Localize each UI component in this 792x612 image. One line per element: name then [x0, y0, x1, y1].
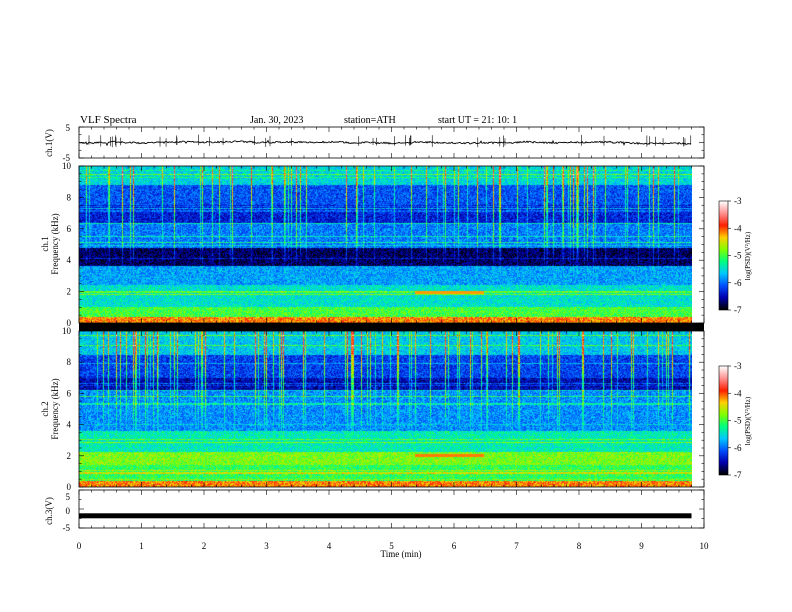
- ch1-waveform-panel: 5 -5 ch.1(V): [44, 123, 705, 163]
- ch1-spectrogram-panel: 0 2 4 6 8 10 ch.1 Frequency (kHz): [40, 161, 705, 328]
- ch2-colorbar: -3 -4 -5 -6 -7 log(PSD)(V²/Hz): [718, 361, 752, 480]
- frequency-tick-label: 8: [67, 357, 72, 367]
- colorbar-tick-label: -5: [734, 251, 742, 261]
- frequency-tick-label: 0: [67, 482, 72, 492]
- time-axis-tick-label: 9: [639, 541, 644, 551]
- ch1-ytick-top: 5: [66, 123, 71, 133]
- time-axis-tick-label: 1: [139, 541, 144, 551]
- ch1-waveform-trace: [78, 139, 692, 147]
- ch1-colorbar: -3 -4 -5 -6 -7 log(PSD)(V²/Hz): [718, 196, 752, 315]
- ch2-spectrogram-channel-label: ch.2: [40, 401, 50, 416]
- colorbar-tick-label: -3: [734, 196, 742, 206]
- time-axis-tick-label: 3: [264, 541, 269, 551]
- time-axis-tick-label: 10: [700, 541, 710, 551]
- figure-title: VLF Spectra: [80, 114, 137, 126]
- time-axis-label: Time (min): [381, 549, 422, 559]
- colorbar-tick-label: -6: [734, 278, 742, 288]
- start-ut-label: start UT = 21: 10: 1: [438, 115, 517, 126]
- date-label: Jan. 30, 2023: [250, 115, 303, 126]
- ch1-waveform-ylabel: ch.1(V): [44, 129, 54, 157]
- time-axis-tick-labels: 0 1 2 3 4 5 6 7 8 9 10: [77, 541, 709, 551]
- ch3-waveform-frame: [78, 489, 705, 529]
- frequency-tick-label: 6: [67, 224, 72, 234]
- ch1-spectrogram-image-wrap: [79, 166, 692, 323]
- station-label: station=ATH: [344, 115, 396, 126]
- ch2-spectrogram-panel: 0 2 4 6 8 10 ch.2 Frequency (kHz): [40, 326, 705, 492]
- ch3-ytick-bottom: -5: [63, 523, 71, 533]
- time-axis-tick-label: 5: [389, 541, 394, 551]
- time-axis-tick-label: 6: [452, 541, 457, 551]
- ch2-colorbar-gradient: [719, 366, 728, 475]
- time-axis-tick-label: 2: [202, 541, 207, 551]
- time-axis-tick-label: 4: [327, 541, 332, 551]
- frequency-tick-label: 2: [67, 451, 72, 461]
- ch2-spectrogram-ylabel: Frequency (kHz): [50, 378, 60, 439]
- time-axis-tick-label: 0: [77, 541, 82, 551]
- ch1-colorbar-ticks: -3 -4 -5 -6 -7: [728, 196, 742, 315]
- frequency-tick-label: 6: [67, 388, 72, 398]
- colorbar-tick-label: -3: [734, 361, 742, 371]
- ch3-ytick-top: 5: [66, 492, 71, 502]
- ch1-spectrogram-ytick-labels: 0 2 4 6 8 10: [62, 161, 72, 328]
- ch3-waveform-ylabel: ch.3(V): [44, 497, 54, 525]
- colorbar-tick-label: -7: [734, 470, 742, 480]
- ch2-spectrogram-ticks: [78, 330, 705, 488]
- colorbar-tick-label: -5: [734, 416, 742, 426]
- panel-separator: [79, 323, 704, 331]
- time-axis-tick-label: 8: [577, 541, 582, 551]
- ch2-colorbar-gradient-wrap: [719, 366, 728, 475]
- ch1-ytick-bottom: -5: [63, 153, 71, 163]
- ch3-ytick-mid: 0: [66, 506, 71, 516]
- frequency-tick-label: 0: [67, 318, 72, 328]
- colorbar-tick-label: -7: [734, 305, 742, 315]
- ch3-waveform-trace: [79, 513, 692, 519]
- ch1-waveform-frame: [78, 126, 705, 159]
- ch1-spectrogram-channel-label: ch.1: [40, 236, 50, 251]
- frequency-tick-label: 2: [67, 287, 72, 297]
- frequency-tick-label: 4: [67, 420, 72, 430]
- frequency-tick-label: 8: [67, 192, 72, 202]
- ch3-waveform-ticks: [78, 489, 705, 529]
- ch2-spectrogram-canvas: [79, 331, 692, 487]
- ch1-colorbar-gradient: [719, 201, 728, 310]
- frequency-tick-label: 10: [62, 326, 72, 336]
- ch2-spectrogram-image-wrap: [79, 331, 692, 487]
- frequency-tick-label: 4: [67, 255, 72, 265]
- ch3-waveform-panel: 5 0 -5 ch.3(V) 0 1 2 3 4 5 6 7 8 9 10 Time (min): [44, 489, 709, 559]
- ch1-colorbar-label: log(PSD)(V²/Hz): [744, 231, 752, 280]
- figure-header: VLF Spectra Jan. 30, 2023 station=ATH st…: [80, 114, 517, 126]
- ch1-colorbar-gradient-wrap: [719, 201, 728, 310]
- ch1-spectrogram-canvas: [79, 166, 692, 323]
- colorbar-tick-label: -4: [734, 223, 742, 233]
- ch2-colorbar-label: log(PSD)(V²/Hz): [744, 396, 752, 445]
- time-axis-tick-label: 7: [514, 541, 519, 551]
- ch1-spectrogram-ylabel: Frequency (kHz): [50, 213, 60, 274]
- colorbar-tick-label: -4: [734, 388, 742, 398]
- colorbar-tick-label: -6: [734, 443, 742, 453]
- frequency-tick-label: 10: [62, 161, 72, 171]
- ch2-spectrogram-ytick-labels: 0 2 4 6 8 10: [62, 326, 72, 492]
- ch2-colorbar-ticks: -3 -4 -5 -6 -7: [728, 361, 742, 480]
- ch1-spectrogram-ticks: [78, 165, 705, 324]
